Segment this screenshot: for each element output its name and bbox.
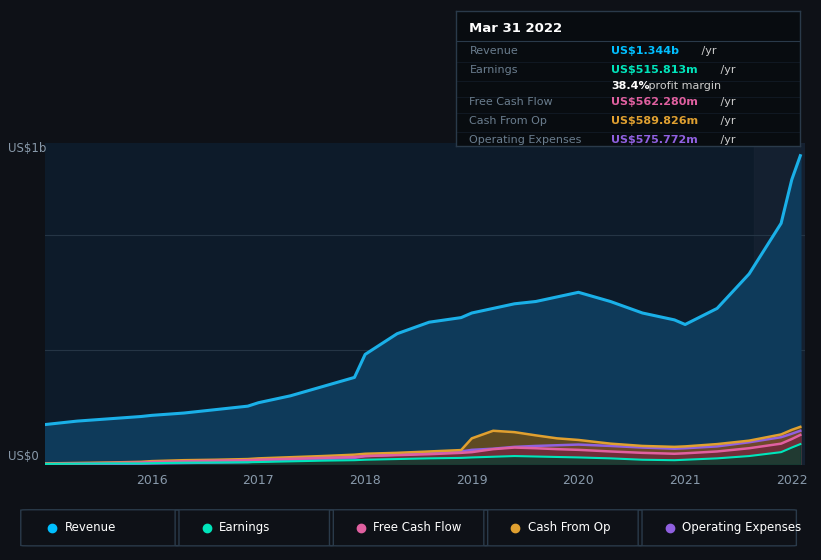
Text: Earnings: Earnings	[219, 521, 270, 534]
Text: Operating Expenses: Operating Expenses	[470, 135, 582, 145]
Text: Earnings: Earnings	[470, 65, 518, 75]
Text: Operating Expenses: Operating Expenses	[682, 521, 801, 534]
Text: US$575.772m: US$575.772m	[611, 135, 698, 145]
Text: Cash From Op: Cash From Op	[470, 116, 548, 126]
Text: 2020: 2020	[562, 474, 594, 487]
Text: 2022: 2022	[776, 474, 808, 487]
Text: Free Cash Flow: Free Cash Flow	[470, 97, 553, 107]
Bar	[754, 143, 805, 465]
Text: Revenue: Revenue	[65, 521, 116, 534]
Text: /yr: /yr	[717, 65, 736, 75]
Text: /yr: /yr	[717, 116, 736, 126]
Text: US$1b: US$1b	[8, 142, 47, 155]
Text: /yr: /yr	[698, 46, 716, 56]
Text: Revenue: Revenue	[470, 46, 518, 56]
Text: US$515.813m: US$515.813m	[611, 65, 698, 75]
Text: US$0: US$0	[8, 450, 39, 463]
Text: US$589.826m: US$589.826m	[611, 116, 698, 126]
Text: 2018: 2018	[349, 474, 381, 487]
Text: Mar 31 2022: Mar 31 2022	[470, 22, 562, 35]
Text: 2017: 2017	[242, 474, 274, 487]
Text: 38.4%: 38.4%	[611, 81, 649, 91]
Text: US$1.344b: US$1.344b	[611, 46, 679, 56]
Text: /yr: /yr	[717, 135, 736, 145]
Text: profit margin: profit margin	[645, 81, 722, 91]
Text: 2016: 2016	[136, 474, 167, 487]
Text: Cash From Op: Cash From Op	[528, 521, 610, 534]
Text: 2021: 2021	[669, 474, 701, 487]
Text: US$562.280m: US$562.280m	[611, 97, 698, 107]
Text: Free Cash Flow: Free Cash Flow	[374, 521, 462, 534]
Text: /yr: /yr	[717, 97, 736, 107]
Text: 2019: 2019	[456, 474, 488, 487]
